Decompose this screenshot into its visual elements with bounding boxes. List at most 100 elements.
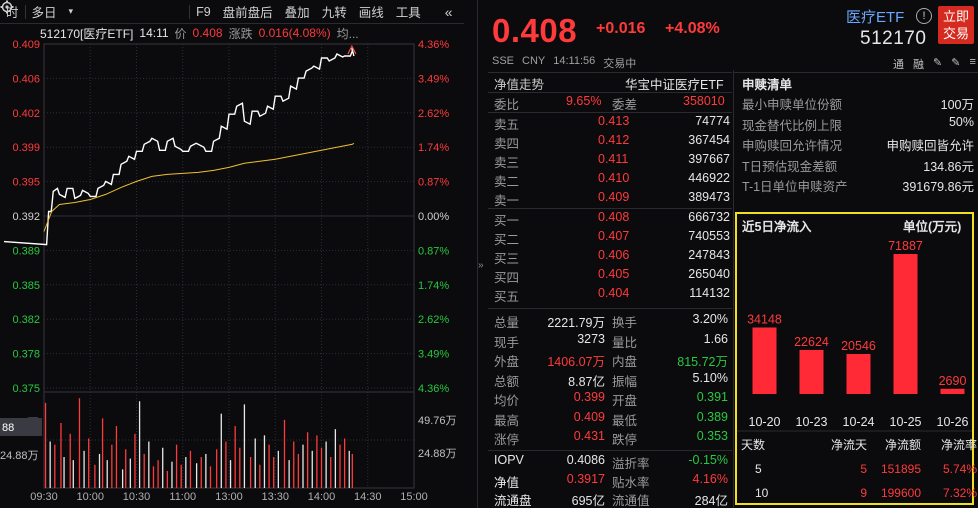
net-inflow-value-label: 20546 bbox=[841, 339, 876, 353]
stat-value: 0.399 bbox=[573, 390, 605, 404]
percent-tick-label: 1.74% bbox=[418, 280, 449, 292]
stat-value: 3.20% bbox=[692, 312, 728, 326]
net-inflow-header: 净流率 bbox=[940, 438, 977, 452]
net-inflow-cell: 5 bbox=[755, 462, 762, 476]
stat-label: 内盘 bbox=[612, 355, 638, 369]
net-inflow-cell: 5.74% bbox=[942, 462, 977, 476]
time-tick-label: 10:30 bbox=[123, 491, 151, 503]
ask-level-price[interactable]: 0.412 bbox=[598, 133, 630, 147]
toolbar-item-tools[interactable]: 工具 bbox=[395, 6, 421, 20]
high-marker bbox=[347, 44, 357, 55]
margin-button[interactable]: 融 bbox=[913, 59, 924, 71]
intraday-chart-panel[interactable]: 时 多日 ▾ F9 盘前盘后 叠加 九转 画线 工具 « 512170[医疗ET… bbox=[0, 0, 464, 508]
ask-level-volume: 74774 bbox=[695, 114, 730, 128]
iopv-stat-value: 0.3917 bbox=[566, 471, 605, 486]
ask-level-price[interactable]: 0.409 bbox=[598, 190, 630, 204]
net-inflow-panel: 近5日净流入 单位(万元) 34148 10-20 22624 10-23 20546 1… bbox=[735, 212, 977, 505]
bid-level-price[interactable]: 0.405 bbox=[598, 267, 630, 281]
volume-bars bbox=[44, 398, 353, 488]
volume-tick-label: 24.88万 bbox=[418, 448, 457, 460]
net-inflow-value-label: 34148 bbox=[747, 313, 782, 327]
order-diff-value: 358010 bbox=[683, 94, 725, 108]
chart-price-value: 0.408 bbox=[192, 26, 223, 40]
note-icon[interactable]: ✎ bbox=[951, 57, 961, 69]
bid-level-price[interactable]: 0.404 bbox=[598, 286, 630, 300]
toolbar-item-f9[interactable]: F9 bbox=[196, 4, 211, 19]
multiday-dropdown-icon[interactable]: ▾ bbox=[68, 6, 74, 16]
bid-level-volume: 114132 bbox=[689, 286, 730, 300]
edit-icon[interactable]: ✎ bbox=[933, 57, 943, 69]
time-tick-label: 13:30 bbox=[261, 491, 289, 503]
percent-tick-label: 4.36% bbox=[418, 39, 449, 51]
net-inflow-cell: 9 bbox=[860, 486, 867, 500]
intraday-chart[interactable]: 0.409 0.406 0.402 0.399 0.395 0.392 0.389 0.385… bbox=[0, 0, 464, 508]
redemption-row-value: 50% bbox=[948, 114, 974, 129]
volume-tick-label-left: 24.88万 bbox=[0, 450, 39, 462]
net-inflow-cell: 151895 bbox=[880, 462, 921, 476]
bid-level-price[interactable]: 0.407 bbox=[598, 229, 630, 243]
collapse-panel-icon[interactable]: » bbox=[478, 260, 484, 271]
currency-label: CNY bbox=[522, 55, 546, 67]
time-tick-label: 11:00 bbox=[169, 491, 196, 503]
price-change-percent: +4.08% bbox=[665, 20, 720, 37]
redemption-row-value: 申购赎回皆允许 bbox=[886, 139, 974, 153]
stat-value: 5.10% bbox=[692, 370, 728, 385]
price-axis-left: 0.409 0.406 0.402 0.399 0.395 0.392 0.389 0.385… bbox=[12, 39, 40, 395]
bid-level-label: 买二 bbox=[494, 233, 520, 247]
bid-level-price[interactable]: 0.406 bbox=[598, 248, 630, 262]
net-inflow-category-label: 10-23 bbox=[796, 415, 828, 429]
iopv-stat-label: 流通盘 bbox=[494, 494, 532, 508]
percent-tick-label: 2.62% bbox=[418, 108, 449, 120]
ask-level-price[interactable]: 0.413 bbox=[598, 114, 630, 128]
percent-tick-label: 0.00% bbox=[418, 211, 449, 223]
price-tick-label: 0.382 bbox=[12, 314, 40, 326]
ask-level-price[interactable]: 0.410 bbox=[598, 171, 630, 185]
net-inflow-value-label: 22624 bbox=[794, 335, 829, 349]
chart-security-label: 512170[医疗ETF] bbox=[40, 26, 134, 41]
toolbar-item-overlay[interactable]: 叠加 bbox=[284, 6, 310, 20]
chart-change-label: 涨跌 bbox=[228, 26, 253, 41]
stat-value: 1.66 bbox=[703, 331, 728, 346]
nav-trend-tab[interactable]: 净值走势 bbox=[494, 78, 545, 92]
trading-status: 交易中 bbox=[603, 58, 637, 70]
bid-level-volume: 666732 bbox=[688, 210, 730, 224]
iopv-stat-value: -0.15% bbox=[688, 453, 728, 467]
price-tick-label: 0.385 bbox=[12, 280, 40, 292]
info-icon[interactable]: ! bbox=[916, 8, 932, 24]
stat-value: 815.72万 bbox=[677, 355, 728, 369]
stat-value: 3273 bbox=[577, 331, 605, 346]
percent-tick-label: 0.87% bbox=[418, 245, 449, 257]
redemption-list-title: 申赎清单 bbox=[742, 78, 793, 92]
market-label: SSE bbox=[492, 55, 515, 67]
toolbar-item-premarket[interactable]: 盘前盘后 bbox=[222, 6, 273, 20]
tong-button[interactable]: 通 bbox=[893, 59, 904, 71]
ask-level-label: 卖五 bbox=[494, 118, 520, 132]
panel-divider[interactable] bbox=[477, 0, 478, 508]
ask-level-price[interactable]: 0.411 bbox=[598, 152, 629, 166]
price-tick-label: 0.389 bbox=[12, 245, 40, 257]
net-inflow-header: 净流额 bbox=[884, 438, 921, 452]
iopv-stat-value: 284亿 bbox=[694, 494, 728, 508]
iopv-stat-label: IOPV bbox=[494, 453, 524, 467]
percent-tick-label: 3.49% bbox=[418, 73, 449, 85]
price-tick-label: 0.406 bbox=[12, 73, 40, 85]
toolbar-item-multiday[interactable]: 多日 bbox=[31, 6, 57, 20]
net-inflow-value-label: 71887 bbox=[888, 239, 923, 253]
security-name-link[interactable]: 医疗ETF bbox=[846, 9, 905, 26]
toolbar-item-time[interactable]: 时 bbox=[6, 6, 19, 20]
stat-value: 2221.79万 bbox=[547, 316, 605, 330]
percent-tick-label: 0.87% bbox=[418, 177, 449, 189]
net-inflow-title: 近5日净流入 bbox=[742, 220, 812, 234]
double-chevron-left-icon[interactable]: « bbox=[444, 3, 453, 20]
time-tick-label: 10:00 bbox=[76, 491, 104, 503]
stat-label: 跌停 bbox=[612, 433, 638, 447]
toolbar-item-td-sequential[interactable]: 九转 bbox=[321, 6, 347, 20]
toolbar-item-draw-line[interactable]: 画线 bbox=[358, 6, 384, 20]
bid-level-price[interactable]: 0.408 bbox=[598, 210, 630, 224]
net-inflow-bar bbox=[893, 254, 918, 394]
volume-cursor-box bbox=[0, 418, 42, 436]
trade-now-button[interactable]: 立即 交易 bbox=[938, 6, 974, 44]
net-inflow-unit: 单位(万元) bbox=[903, 220, 962, 234]
stat-label: 总量 bbox=[494, 316, 520, 330]
menu-icon[interactable]: ≡ bbox=[969, 56, 976, 68]
